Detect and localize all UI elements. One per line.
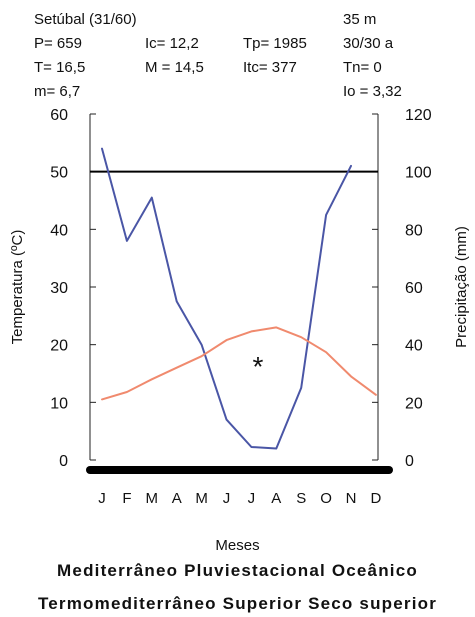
bioclimate-classification: Mediterrâneo Pluviestacional Oceânico xyxy=(57,561,418,580)
mean-min-coldest: m= 6,7 xyxy=(34,83,81,100)
mean-max-coldest: M = 14,5 xyxy=(145,59,204,76)
altitude: 35 m xyxy=(343,11,377,28)
ombrothermic-index: Io = 3,32 xyxy=(343,83,402,100)
y-tick-label-left: 50 xyxy=(50,165,68,182)
precipitation-line xyxy=(101,147,352,450)
thermicity-index: Itc= 377 xyxy=(243,59,297,76)
y-tick-label-left: 0 xyxy=(59,453,68,470)
continentality-index: Ic= 12,2 xyxy=(145,35,199,52)
x-tick-label: M xyxy=(195,490,208,507)
marker-asterisk: * xyxy=(253,351,264,382)
x-tick-label: J xyxy=(248,490,256,507)
x-tick-label: J xyxy=(98,490,106,507)
x-tick-label: A xyxy=(271,490,281,507)
y-tick-label-right: 100 xyxy=(405,165,432,182)
x-tick-label: A xyxy=(172,490,182,507)
x-tick-label: M xyxy=(146,490,159,507)
y-tick-label-left: 30 xyxy=(50,280,68,297)
y-tick-label-right: 40 xyxy=(405,338,423,355)
x-tick-label: S xyxy=(296,490,306,507)
x-tick-label: D xyxy=(370,490,381,507)
observation-years: 30/30 a xyxy=(343,35,394,52)
y-tick-label-left: 10 xyxy=(50,395,68,412)
y-tick-label-left: 20 xyxy=(50,338,68,355)
thermotype-ombrotype: Termomediterrâneo Superior Seco superior xyxy=(37,594,438,613)
y-tick-label-right: 60 xyxy=(405,280,423,297)
y-tick-label-right: 120 xyxy=(405,107,432,124)
x-tick-label: F xyxy=(122,490,131,507)
mean-temperature: T= 16,5 xyxy=(34,59,86,76)
x-tick-label: N xyxy=(346,490,357,507)
x-axis-label: Meses xyxy=(215,537,260,554)
y-tick-label-left: 60 xyxy=(50,107,68,124)
y-tick-label-right: 0 xyxy=(405,453,414,470)
y-axis-label-left: Temperatura (ºC) xyxy=(9,230,26,345)
y-axis-label-right: Precipitação (mm) xyxy=(453,226,470,348)
precipitation-total: P= 659 xyxy=(34,35,82,52)
y-tick-label-left: 40 xyxy=(50,222,68,239)
y-tick-label-right: 20 xyxy=(405,395,423,412)
temperature-line xyxy=(101,326,377,401)
frost-months: Tn= 0 xyxy=(343,59,382,76)
x-tick-label: O xyxy=(320,490,332,507)
y-tick-label-right: 80 xyxy=(405,222,423,239)
positive-temperature: Tp= 1985 xyxy=(243,35,307,52)
station-name: Setúbal (31/60) xyxy=(34,11,137,28)
x-tick-label: J xyxy=(223,490,231,507)
